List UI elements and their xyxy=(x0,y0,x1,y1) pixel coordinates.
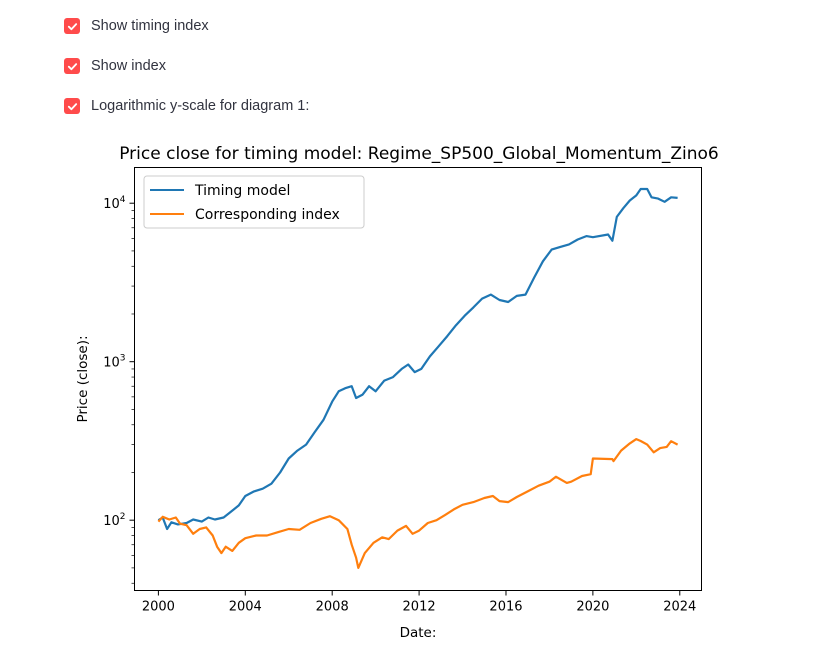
x-axis-label: Date: xyxy=(400,625,437,641)
axes-frame xyxy=(134,167,702,591)
y-tick-label: 104 xyxy=(103,195,126,212)
y-axis-label: Price (close): xyxy=(75,335,91,422)
x-tick-label: 2012 xyxy=(403,600,436,615)
checkbox-log-y-scale[interactable]: Logarithmic y-scale for diagram 1: xyxy=(64,96,309,116)
legend-box xyxy=(143,175,365,229)
checkbox-show-index[interactable]: Show index xyxy=(64,56,166,76)
y-tick-label: 103 xyxy=(103,354,125,371)
checkbox-checked-icon[interactable] xyxy=(64,58,80,74)
checkbox-checked-icon[interactable] xyxy=(64,98,80,114)
legend-label-timing-model: Timing model xyxy=(194,183,290,199)
x-tick-label: 2016 xyxy=(489,600,522,615)
x-tick-label: 2020 xyxy=(576,600,609,615)
series-line-corresponding-index xyxy=(157,438,679,569)
checkbox-label: Logarithmic y-scale for diagram 1: xyxy=(91,98,310,114)
checkbox-label: Show index xyxy=(91,58,166,74)
y-axis: 102 103 104 xyxy=(103,195,135,584)
legend-label-corresponding-index: Corresponding index xyxy=(195,207,340,223)
legend: Timing model Corresponding index xyxy=(143,175,365,229)
x-tick-label: 2024 xyxy=(663,600,696,615)
y-tick-label: 102 xyxy=(103,512,125,529)
price-chart: Price close for timing model: Regime_SP5… xyxy=(75,144,719,641)
x-axis: 2000 2004 2008 2012 2016 2020 2024 xyxy=(142,590,696,615)
checkbox-show-timing-index[interactable]: Show timing index xyxy=(64,16,209,36)
chart-title: Price close for timing model: Regime_SP5… xyxy=(119,144,719,164)
x-tick-label: 2000 xyxy=(142,600,175,615)
x-tick-label: 2004 xyxy=(229,600,262,615)
checkbox-checked-icon[interactable] xyxy=(64,18,80,34)
series-line-timing-model xyxy=(157,187,678,531)
checkbox-label: Show timing index xyxy=(91,18,209,34)
x-tick-label: 2008 xyxy=(316,600,349,615)
